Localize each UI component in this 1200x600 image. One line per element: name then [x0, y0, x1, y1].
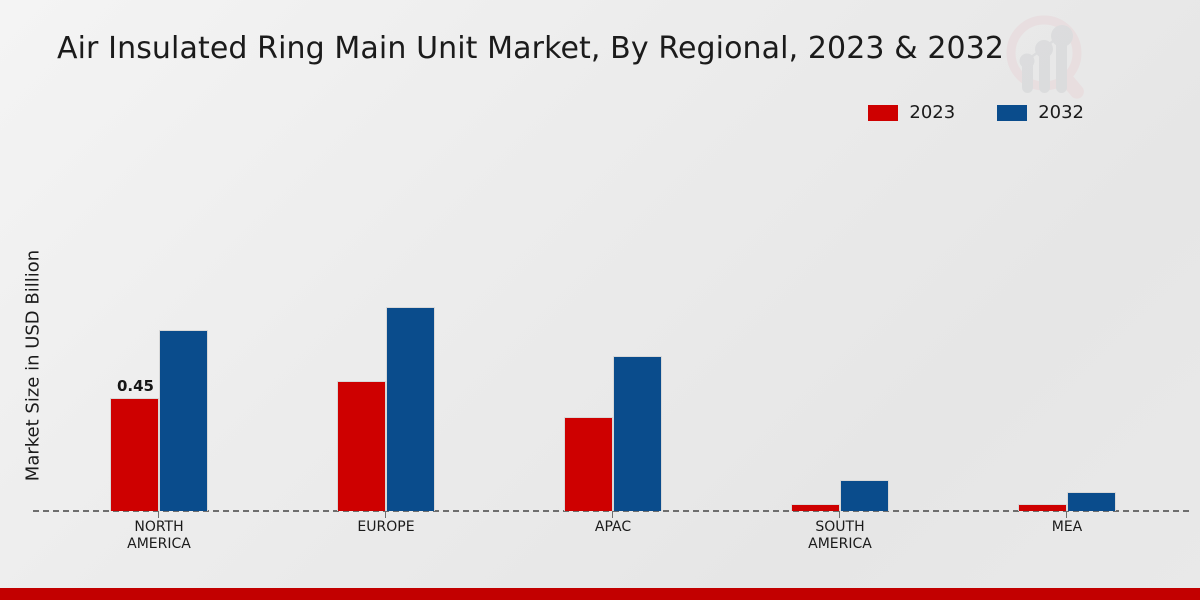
- bottom-accent-strip: [0, 588, 1200, 600]
- bar-2023-europe[interactable]: [337, 381, 386, 511]
- x-axis-label-line-1: MEA: [1051, 519, 1083, 535]
- bar-2032-europe[interactable]: [386, 307, 435, 511]
- x-axis-tick-north-america: [158, 511, 159, 518]
- x-axis-tick-south-america: [839, 511, 840, 518]
- bar-2023-apac[interactable]: [564, 417, 613, 511]
- bar-value-label-north-america-2023: 0.45: [116, 377, 154, 395]
- x-axis-label-apac: APAC: [524, 519, 702, 536]
- x-axis-label-line-2: AMERICA: [808, 536, 872, 553]
- legend-item-2023[interactable]: 2023: [868, 104, 955, 122]
- x-axis-label-north-america: NORTH AMERICA: [70, 519, 248, 553]
- x-axis-label-europe: EUROPE: [297, 519, 475, 536]
- x-axis-label-line-1: NORTH: [134, 519, 184, 535]
- blue-square-swatch-icon: [997, 105, 1028, 121]
- bar-2023-north-america[interactable]: 0.45: [110, 377, 159, 511]
- chart-title: Air Insulated Ring Main Unit Market, By …: [57, 31, 1005, 66]
- x-axis-label-line-1: APAC: [594, 519, 632, 535]
- bar-2032-mea[interactable]: [1067, 492, 1116, 511]
- x-axis-label-mea: MEA: [978, 519, 1156, 536]
- bar-2023-mea[interactable]: [1018, 504, 1067, 511]
- x-axis-label-line-1: EUROPE: [357, 519, 415, 535]
- legend-item-2032[interactable]: 2032: [997, 104, 1084, 122]
- x-axis-label-south-america: SOUTH AMERICA: [751, 519, 929, 553]
- bar-2032-apac[interactable]: [613, 356, 662, 511]
- bar-2032-south-america[interactable]: [840, 480, 889, 511]
- x-axis-baseline: [33, 510, 1189, 512]
- x-axis-tick-europe: [385, 511, 386, 518]
- bar-2032-north-america[interactable]: [159, 330, 208, 511]
- chart-legend: 2023 2032: [868, 104, 1084, 122]
- x-axis-label-line-2: AMERICA: [127, 536, 191, 553]
- legend-label-2023: 2023: [909, 102, 956, 123]
- bar-2023-south-america[interactable]: [791, 504, 840, 511]
- x-axis-label-line-1: SOUTH: [815, 519, 865, 535]
- red-square-swatch-icon: [868, 105, 899, 121]
- x-axis-tick-mea: [1066, 511, 1067, 518]
- legend-label-2032: 2032: [1038, 102, 1084, 123]
- x-axis-tick-apac: [612, 511, 613, 518]
